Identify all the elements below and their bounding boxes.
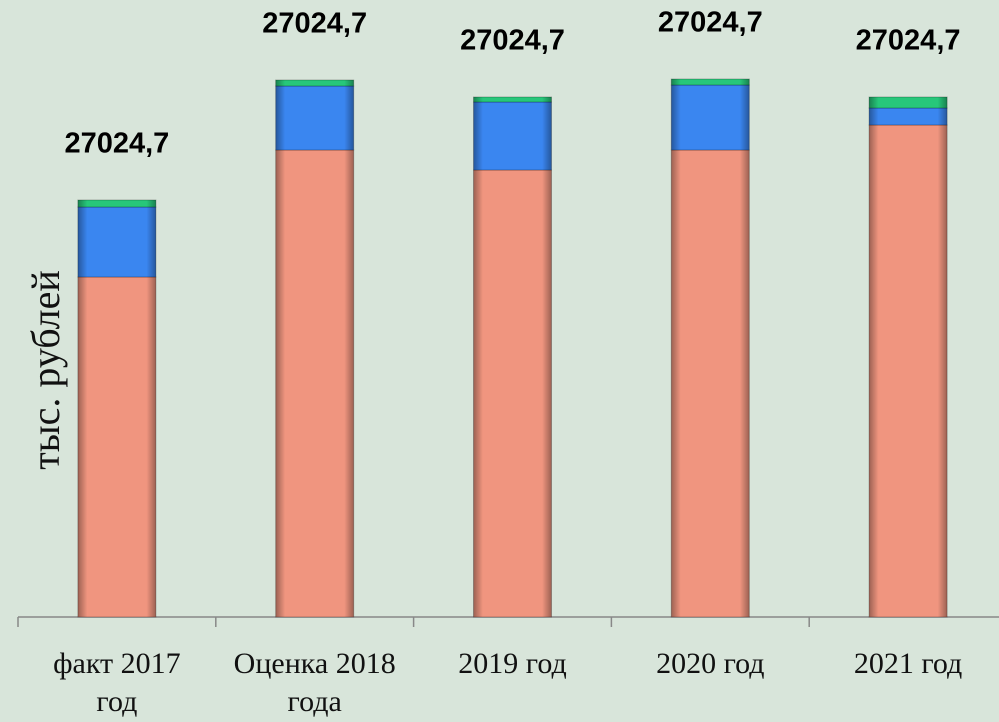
bar-segment	[473, 169, 552, 618]
bar-segment	[473, 96, 552, 103]
total-label: 27024,7	[64, 128, 169, 160]
bar-segment	[868, 107, 948, 126]
bar-segment	[868, 96, 948, 109]
total-label: 27024,7	[856, 25, 961, 57]
bar-segment	[868, 124, 948, 618]
x-tick-label: 2021 год	[853, 647, 963, 680]
bar-segment	[670, 149, 750, 618]
bar-segment	[77, 276, 157, 618]
x-tick-label: Оценка 2018 года	[233, 647, 396, 718]
bar-segment	[275, 79, 355, 87]
bar-segment	[275, 85, 355, 151]
total-label: 27024,7	[658, 7, 763, 39]
bar-segment	[275, 149, 355, 618]
bar-segment	[77, 199, 157, 208]
bar-segment	[670, 84, 750, 151]
x-tick-label: 2020 год	[656, 647, 765, 680]
bar-segment	[77, 206, 157, 278]
total-label: 27024,7	[460, 25, 565, 57]
bar-segment	[670, 78, 750, 86]
x-tick-label: 2019 год	[458, 647, 567, 680]
bar-segment	[473, 101, 552, 171]
x-tick-label: факт 2017 год	[53, 647, 181, 718]
y-axis-label: тыс. рублей	[23, 270, 68, 470]
total-label: 27024,7	[262, 8, 367, 40]
